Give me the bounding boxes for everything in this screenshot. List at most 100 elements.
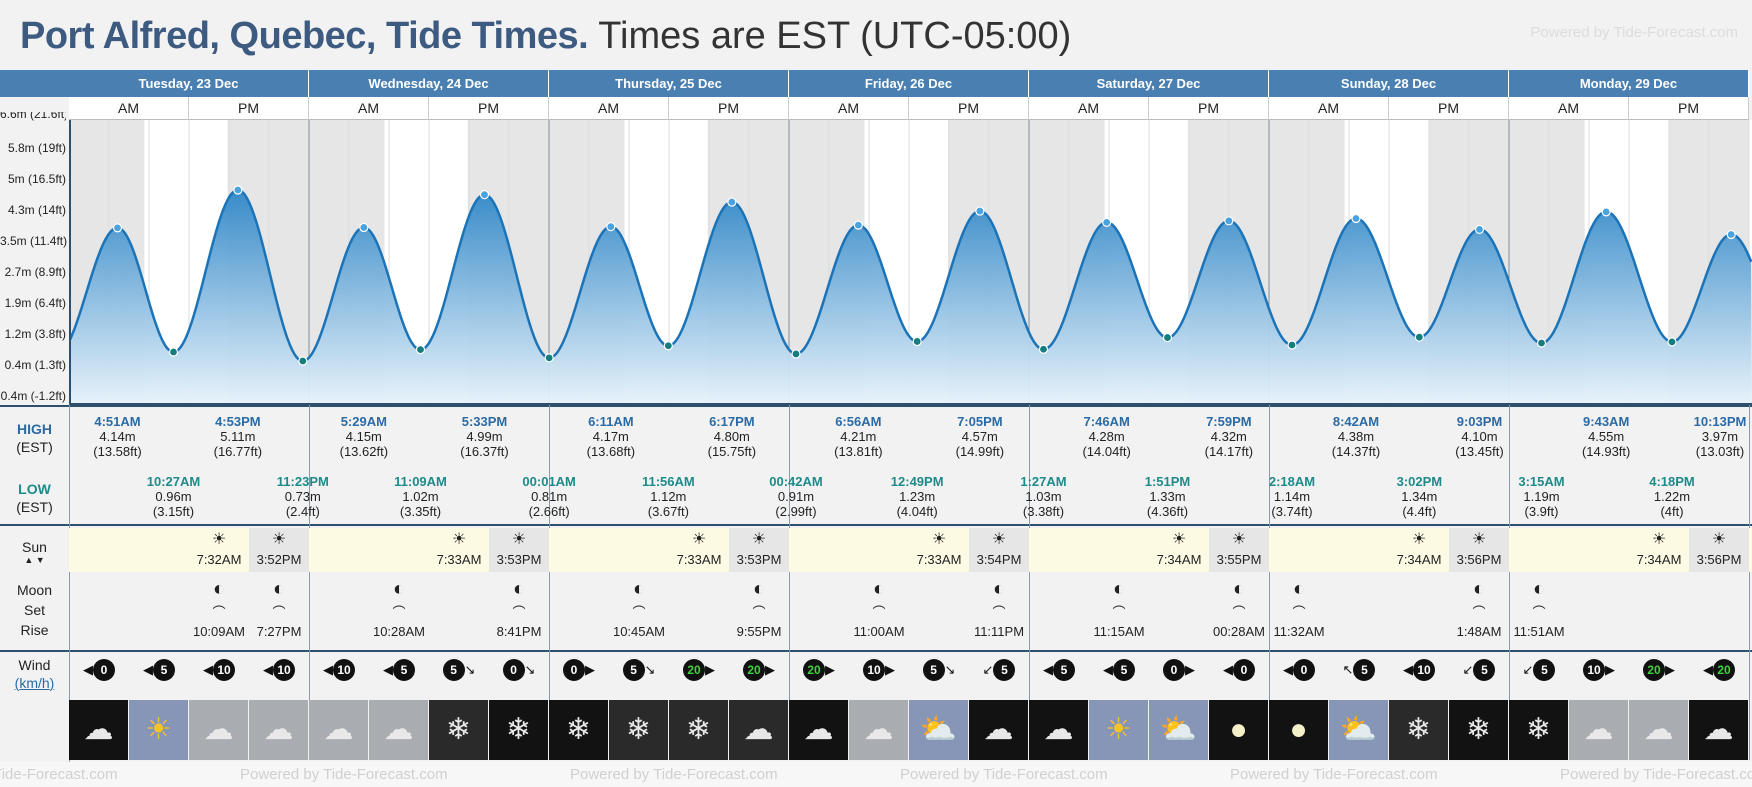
wind-speed-badge: 20 — [683, 659, 705, 681]
wind-cell: ◀ 5 — [1089, 659, 1149, 681]
wind-unit-link[interactable]: (km/h) — [14, 675, 55, 691]
wind-direction-icon: ▶ — [1185, 662, 1195, 677]
low-tide-feet: (4.4ft) — [1402, 504, 1437, 519]
high-label: HIGH (EST) — [0, 420, 69, 456]
high-tide-feet: (14.93ft) — [1581, 444, 1631, 459]
high-tide-height: 4.32m — [1210, 429, 1247, 444]
high-tide-point — [1726, 229, 1736, 240]
moon-cell: ◐ ⌒ 11:00AM — [849, 576, 909, 646]
sunrise-time: 7:33AM — [916, 552, 962, 567]
low-tide-time: 11:56AM — [641, 474, 695, 489]
low-tide-feet: (3.67ft) — [647, 504, 689, 519]
moon-set-rise-icon: ⌒ — [1532, 605, 1546, 620]
wind-cell: 0 ▶ — [549, 659, 609, 681]
low-tide-point — [168, 347, 179, 357]
powered-by-top[interactable]: Powered by Tide-Forecast.com — [1530, 24, 1738, 41]
weather-glyph: ☁ — [1703, 713, 1734, 746]
set-label-text: Set — [23, 602, 45, 618]
wind-speed-badge: 0 — [93, 659, 115, 681]
weather-night-snow-icon: ❄ — [1449, 700, 1508, 760]
weather-night-cloudy-icon: ☁ — [969, 700, 1028, 760]
title-location: Port Alfred, Quebec, Tide Times. — [20, 15, 589, 57]
low-tide-point — [1536, 338, 1547, 348]
powered-by-text[interactable]: Powered by Tide-Forecast.com — [0, 766, 118, 783]
moon-phase-icon: ◐ — [632, 578, 646, 600]
weather-snow-icon: ❄ — [429, 700, 488, 760]
wind-cell: 5 ↘ — [609, 659, 669, 681]
sidebar-header-fill — [0, 70, 69, 97]
high-tide-time: 5:29AM — [340, 414, 387, 429]
am-label: AM — [789, 97, 909, 120]
sunrise-icon: ☀ — [1651, 531, 1667, 548]
sunrise-cell: ☀ 7:33AM — [909, 528, 969, 572]
low-tide-cell: 4:18PM 1.22m (4ft) — [1642, 474, 1702, 519]
moon-cell: ◐ ⌒ 7:27PM — [249, 576, 309, 646]
high-tide-time: 10:13PM — [1693, 414, 1747, 429]
y-axis-label: 5m (16.5ft) — [7, 172, 66, 186]
high-tide-height: 4.28m — [1088, 429, 1125, 444]
moon-set-rise-icon: ⌒ — [212, 605, 226, 620]
am-label: AM — [549, 97, 669, 120]
moon-phase-icon: ◐ — [392, 578, 406, 600]
powered-by-text[interactable]: Powered by Tide-Forecast.com — [570, 766, 778, 783]
sun-sort-icon[interactable]: ▲ ▼ — [24, 555, 45, 565]
sunset-cell: ☀ 3:52PM — [249, 528, 309, 572]
high-tide-point — [1224, 216, 1234, 226]
wind-direction-icon: ◀ — [263, 662, 273, 677]
powered-by-text[interactable]: Powered by Tide-Forecast.com — [900, 766, 1108, 783]
tide-chart — [69, 120, 1752, 405]
weather-glyph: ❄ — [505, 713, 532, 746]
high-tide-time: 9:43AM — [1583, 414, 1630, 429]
powered-by-text[interactable]: Powered by Tide-Forecast.com — [1230, 766, 1438, 783]
moon-phase-icon: ◐ — [1472, 578, 1486, 600]
wind-direction-icon: ↘ — [464, 662, 476, 677]
weather-glyph: ☀ — [145, 713, 172, 746]
powered-by-text[interactable]: Powered by Tide-Forecast.com — [240, 766, 448, 783]
wind-cell: 0 ↘ — [489, 659, 549, 681]
sunset-time: 3:56PM — [1696, 552, 1742, 567]
low-tide-height: 0.91m — [777, 489, 815, 504]
low-tide-time: 00:01AM — [522, 474, 576, 489]
high-tide-time: 5:33PM — [461, 414, 508, 429]
moon-cell: ◐ ⌒ 11:11PM — [969, 576, 1029, 646]
high-tide-cell: 7:59PM 4.32m (14.17ft) — [1199, 414, 1259, 459]
high-tide-time: 8:42AM — [1332, 414, 1380, 429]
moon-cell: ◐ ⌒ 11:32AM — [1269, 576, 1329, 646]
weather-glyph: ⛅ — [919, 713, 958, 746]
divider-line — [0, 405, 1752, 407]
sunset-time: 3:52PM — [256, 552, 302, 567]
low-tide-time: 00:42AM — [769, 474, 823, 489]
low-tide-height: 1.14m — [1273, 489, 1311, 504]
moon-time: 9:55PM — [736, 624, 782, 639]
title-timezone: Times are EST (UTC-05:00) — [598, 15, 1072, 57]
wind-direction-icon: ↙ — [982, 662, 994, 677]
am-label: AM — [1029, 97, 1149, 120]
high-tide-height: 4.14m — [99, 429, 136, 444]
wind-direction-icon: ↘ — [944, 662, 956, 677]
moon-set-rise-icon: ⌒ — [632, 605, 646, 620]
high-tide-feet: (14.17ft) — [1204, 444, 1254, 459]
wind-label: Wind (km/h) — [0, 656, 69, 692]
high-tide-point — [112, 223, 123, 233]
wind-unit[interactable]: km/h — [19, 675, 50, 691]
low-tide-feet: (2.99ft) — [775, 504, 817, 519]
sunset-time: 3:56PM — [1456, 552, 1502, 567]
wind-cell: ◀ 10 — [249, 659, 309, 681]
day-separator — [789, 405, 790, 760]
moon-time: 00:28AM — [1212, 624, 1266, 639]
moon-set-rise-icon: ⌒ — [392, 605, 406, 620]
wind-speed-badge: 20 — [803, 659, 825, 681]
moon-set-rise-icon: ⌒ — [992, 605, 1006, 620]
wind-cell: 20 ▶ — [789, 659, 849, 681]
powered-by-bottom[interactable]: Powered by Tide-Forecast.com Powered by T… — [0, 762, 1752, 787]
sunrise-time: 7:34AM — [1396, 552, 1442, 567]
day-header: Wednesday, 24 Dec — [309, 70, 549, 97]
powered-by-text[interactable]: Powered by Tide-Forecast.com — [1560, 766, 1752, 783]
low-tide-cell: 2:18AM 1.14m (3.74ft) — [1262, 474, 1322, 519]
wind-cell: ↙ 5 — [1509, 659, 1569, 681]
day-separator — [1029, 405, 1030, 760]
weather-glyph: ☀ — [1105, 713, 1132, 746]
wind-speed-badge: 10 — [1413, 659, 1435, 681]
high-tide-cell: 5:29AM 4.15m (13.62ft) — [334, 414, 394, 459]
low-tide-point — [912, 336, 922, 347]
